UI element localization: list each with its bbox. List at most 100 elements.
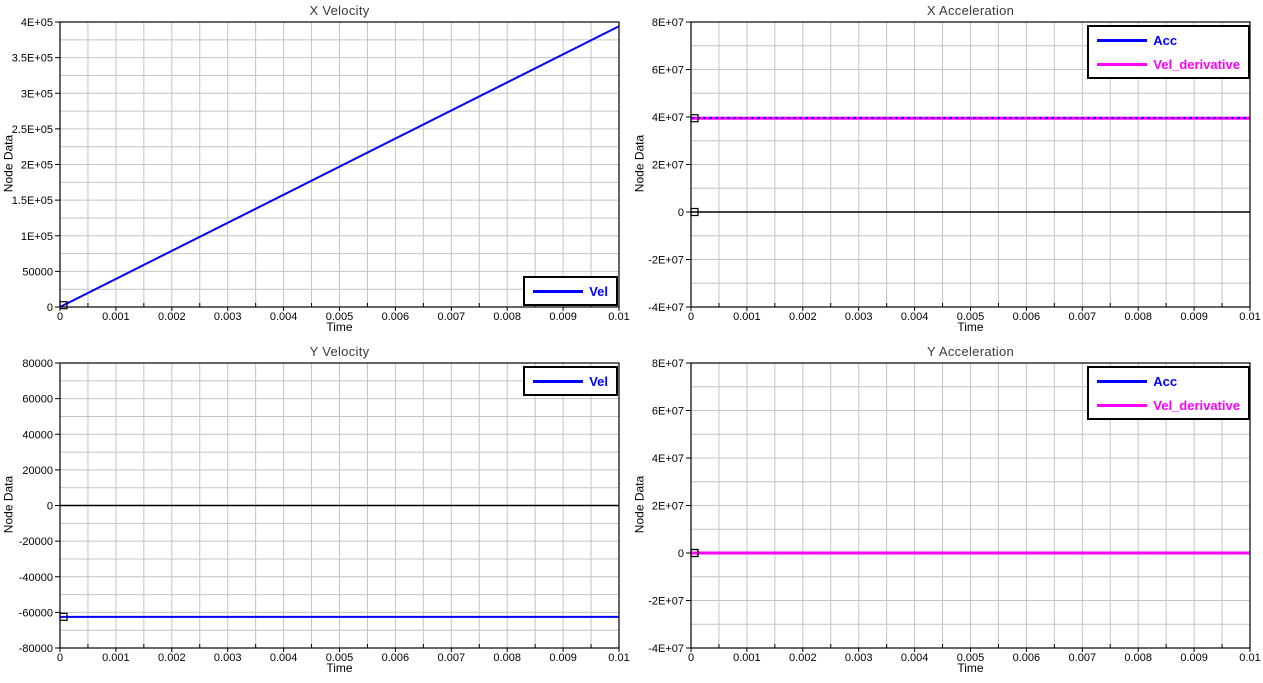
- plot-canvas[interactable]: 0 0.001 0.002 0.003 0.004 0.005 0.006 0.007 0.00…: [631, 0, 1262, 341]
- x-tick-label: 0.007: [438, 311, 466, 323]
- plot-canvas[interactable]: 0 0.001 0.002 0.003 0.004 0.005 0.006 0.007 0.00…: [0, 341, 631, 682]
- x-axis-label: Time: [326, 661, 353, 675]
- x-tick-label: 0.009: [1180, 652, 1208, 664]
- y-tick-label: 2.5E+05: [12, 124, 53, 136]
- x-tick-label: 0.002: [158, 311, 186, 323]
- x-tick-label: 0.003: [845, 652, 873, 664]
- y-tick-label: 0: [678, 548, 684, 560]
- x-tick-label: 0: [688, 652, 694, 664]
- x-axis-label: Time: [957, 320, 984, 334]
- markers: [690, 114, 699, 217]
- y-tick-label: 6E+07: [652, 406, 684, 418]
- axis-ticks: [686, 362, 1251, 652]
- legend-label: Vel: [589, 373, 608, 389]
- x-tick-label: 0.01: [608, 652, 629, 664]
- legend-line-sample: [1097, 62, 1148, 66]
- x-axis-label: Time: [326, 320, 353, 334]
- x-tick-label: 0.01: [1239, 311, 1260, 323]
- y-tick-label: 8E+07: [652, 358, 684, 370]
- legend-label: Vel: [589, 283, 608, 299]
- tick-labels: 0 0.001 0.002 0.003 0.004 0.005 0.006 0.007 0.00…: [19, 358, 630, 664]
- y-tick-label: 2E+05: [21, 160, 53, 172]
- tick-labels: 0 0.001 0.002 0.003 0.004 0.005 0.006 0.007 0.00…: [648, 358, 1260, 664]
- chart-panel-x-velocity: X Velocity Node Data 0 0.001 0.002 0.003 0.0…: [0, 0, 631, 341]
- chart-panel-y-velocity: Y Velocity Node Data 0 0.001 0.002 0.003 0.0…: [0, 341, 631, 683]
- x-tick-label: 0.004: [901, 652, 929, 664]
- tick-labels: 0 0.001 0.002 0.003 0.004 0.005 0.006 0.007 0.00…: [648, 17, 1260, 323]
- y-tick-label: 80000: [22, 358, 53, 370]
- chart-panel-x-acceleration: X Acceleration Node Data 0 0.001 0.002 0.00…: [631, 0, 1263, 341]
- x-tick-label: 0.003: [845, 311, 873, 323]
- series-line-vel: [59, 25, 620, 308]
- chart-title: Y Velocity: [309, 344, 370, 359]
- x-tick-label: 0.009: [549, 652, 577, 664]
- x-tick-label: 0.005: [326, 652, 354, 664]
- legend-entry: Vel: [525, 369, 616, 393]
- y-tick-label: 2E+07: [652, 160, 684, 172]
- legend-entry: Vel: [525, 279, 616, 303]
- x-tick-label: 0.004: [270, 652, 298, 664]
- gridlines: [60, 22, 619, 307]
- legend: Acc Vel_derivative: [1087, 25, 1250, 79]
- x-tick-label: 0.009: [1180, 311, 1208, 323]
- x-tick-label: 0.002: [789, 311, 817, 323]
- y-tick-label: 6E+07: [652, 65, 684, 77]
- y-tick-label: 4E+05: [21, 17, 53, 29]
- x-tick-label: 0.008: [493, 311, 521, 323]
- y-tick-label: 4E+07: [652, 112, 684, 124]
- chart-title: Y Acceleration: [926, 344, 1015, 359]
- y-tick-label: -2E+07: [648, 255, 684, 267]
- x-tick-label: 0.006: [1013, 311, 1041, 323]
- chart-panel-y-acceleration: Y Acceleration Node Data 0 0.001 0.002 0.00…: [631, 341, 1263, 683]
- plot-canvas[interactable]: 0 0.001 0.002 0.003 0.004 0.005 0.006 0.007 0.00…: [0, 0, 631, 341]
- legend-label: Vel_derivative: [1153, 56, 1240, 72]
- x-tick-label: 0.008: [1124, 311, 1152, 323]
- legend: Vel: [523, 366, 618, 396]
- legend-label: Acc: [1153, 373, 1178, 389]
- series-lines: [59, 25, 620, 308]
- legend-label: Vel_derivative: [1153, 397, 1240, 413]
- legend-line-sample: [533, 379, 584, 383]
- x-tick-label: 0.008: [1124, 652, 1152, 664]
- x-tick-label: 0.004: [901, 311, 929, 323]
- axis-ticks: [686, 21, 1251, 311]
- x-tick-label: 0.005: [326, 311, 354, 323]
- y-tick-label: -60000: [19, 607, 53, 619]
- y-tick-label: -4E+07: [648, 643, 684, 655]
- x-tick-label: 0.01: [608, 311, 629, 323]
- x-tick-label: 0: [57, 311, 63, 323]
- plot-canvas[interactable]: 0 0.001 0.002 0.003 0.004 0.005 0.006 0.007 0.00…: [631, 341, 1262, 682]
- legend-entry: Vel_derivative: [1089, 52, 1248, 76]
- tick-labels: 0 0.001 0.002 0.003 0.004 0.005 0.006 0.007 0.00…: [12, 17, 630, 323]
- y-tick-label: -40000: [19, 572, 53, 584]
- y-tick-label: 40000: [22, 429, 53, 441]
- y-tick-label: -2E+07: [648, 596, 684, 608]
- y-tick-label: -4E+07: [648, 302, 684, 314]
- y-tick-label: 8E+07: [652, 17, 684, 29]
- y-tick-label: 20000: [22, 465, 53, 477]
- legend-entry: Vel_derivative: [1089, 393, 1248, 417]
- axis-ticks: [55, 362, 620, 652]
- x-tick-label: 0.008: [493, 652, 521, 664]
- legend-label: Acc: [1153, 32, 1178, 48]
- y-tick-label: -80000: [19, 643, 53, 655]
- x-tick-label: 0.001: [733, 311, 761, 323]
- x-tick-label: 0.005: [957, 311, 985, 323]
- legend-entry: Acc: [1089, 28, 1248, 52]
- x-tick-label: 0.006: [1013, 652, 1041, 664]
- legend: Vel: [523, 276, 618, 306]
- x-tick-label: 0.002: [789, 652, 817, 664]
- y-tick-label: 1E+05: [21, 231, 53, 243]
- x-tick-label: 0.001: [102, 311, 130, 323]
- x-tick-label: 0.002: [158, 652, 186, 664]
- x-tick-label: 0.01: [1239, 652, 1260, 664]
- y-tick-label: 1.5E+05: [12, 195, 53, 207]
- y-tick-label: 0: [47, 501, 53, 513]
- x-tick-label: 0: [57, 652, 63, 664]
- legend-line-sample: [1097, 38, 1148, 42]
- x-tick-label: 0.001: [102, 652, 130, 664]
- x-tick-label: 0.001: [733, 652, 761, 664]
- x-axis-label: Time: [957, 661, 984, 675]
- x-tick-label: 0.003: [214, 311, 242, 323]
